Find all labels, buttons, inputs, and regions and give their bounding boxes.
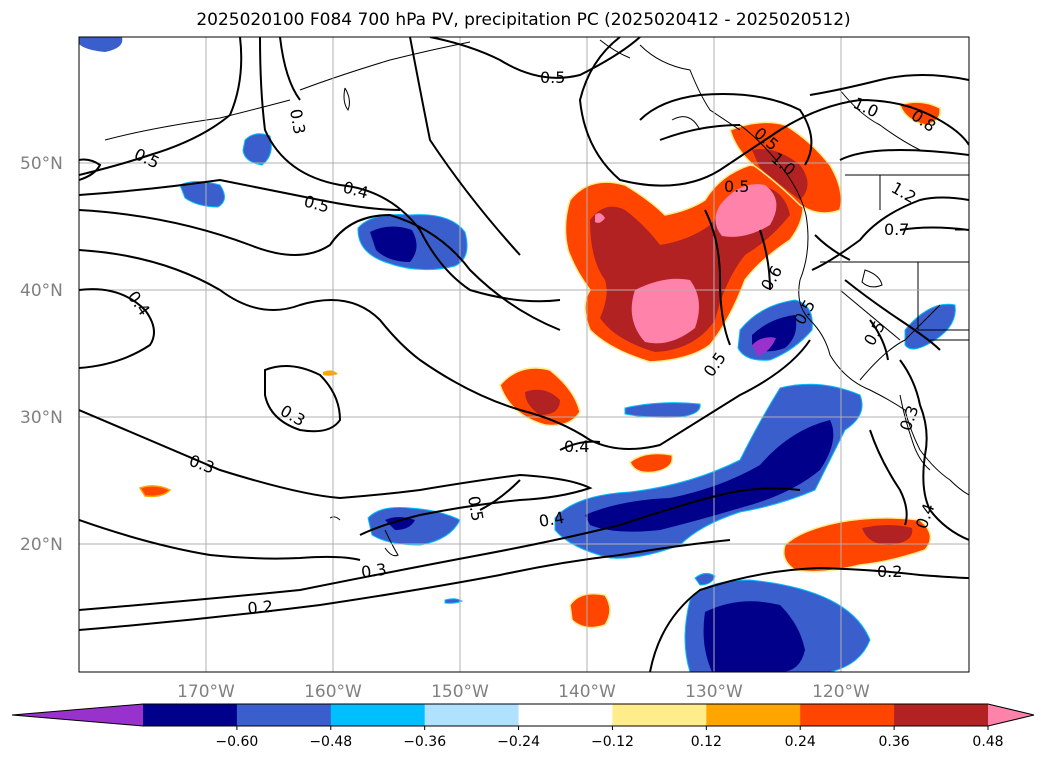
contour-label: 0.5: [464, 494, 487, 522]
colorbar-extend-min: [12, 704, 143, 726]
colorbar-outline: [11, 703, 1035, 727]
positive-anomaly-shading: [138, 101, 941, 629]
contour-label: 0.4: [537, 508, 565, 531]
contour-label: 0.3: [360, 560, 388, 582]
colorbar-segment: [518, 704, 613, 726]
colorbar-segment: [330, 704, 426, 726]
contour-label: 0.2: [877, 562, 902, 581]
lat-label: 30°N: [20, 408, 63, 428]
gridlines: [79, 37, 969, 672]
lat-label: 40°N: [20, 281, 63, 301]
lon-label: 120°W: [812, 682, 870, 702]
contour-label: 0.5: [540, 68, 565, 87]
map-frame: [78, 36, 970, 673]
contour-label: 0.5: [724, 177, 749, 196]
map-title: 2025020100 F084 700 hPa PV, precipitatio…: [196, 10, 851, 30]
lon-label: 150°W: [431, 682, 489, 702]
negative-anomaly-shading: [79, 37, 956, 672]
colorbar-tick-label: −0.48: [309, 734, 352, 750]
lon-label: 160°W: [304, 682, 362, 702]
lat-label: 20°N: [20, 535, 63, 555]
colorbar-tick-label: 0.24: [785, 734, 816, 750]
colorbar-segments: [11, 703, 1035, 727]
coastlines: [104, 39, 969, 557]
lat-label: 50°N: [20, 154, 63, 174]
colorbar-extend-max: [988, 704, 1034, 726]
colorbar-segment: [424, 704, 520, 726]
longitude-labels: 170°W 160°W 150°W 140°W 130°W 120°W: [177, 682, 870, 702]
colorbar-segment: [143, 704, 238, 726]
lon-label: 170°W: [177, 682, 235, 702]
contour-label: 0.3: [286, 107, 309, 135]
contour-label: 0.7: [884, 220, 909, 239]
contour-label: 0.4: [564, 437, 589, 456]
pv-contours: [79, 37, 969, 672]
contour-label: 0.2: [247, 597, 274, 618]
colorbar-segment: [800, 704, 895, 726]
colorbar-tick-label: −0.12: [591, 734, 634, 750]
colorbar-tick-label: −0.24: [497, 734, 540, 750]
colorbar-segment: [894, 704, 989, 726]
colorbar-tick-label: 0.12: [691, 734, 722, 750]
lon-label: 130°W: [685, 682, 743, 702]
colorbar-tick-label: 0.36: [879, 734, 910, 750]
colorbar-ticks: −0.60 −0.48 −0.36 −0.24 −0.12 0.12 0.24 0.36 0.4…: [215, 726, 1004, 750]
colorbar-tick-label: −0.36: [403, 734, 446, 750]
colorbar-segment: [612, 704, 707, 726]
colorbar-tick-label: −0.60: [215, 734, 258, 750]
colorbar-tick-label: 0.48: [972, 734, 1003, 750]
latitude-labels: 50°N 40°N 30°N 20°N: [20, 154, 63, 555]
lon-label: 140°W: [558, 682, 616, 702]
colorbar-segment: [706, 704, 801, 726]
colorbar: −0.60 −0.48 −0.36 −0.24 −0.12 0.12 0.24 0.36 0.4…: [11, 703, 1035, 750]
colorbar-segment: [236, 704, 332, 726]
map-panel: 0.5 0.5 0.5 0.4 0.4 0.3 0.3 0.3 0.3 0.2 …: [79, 37, 969, 672]
